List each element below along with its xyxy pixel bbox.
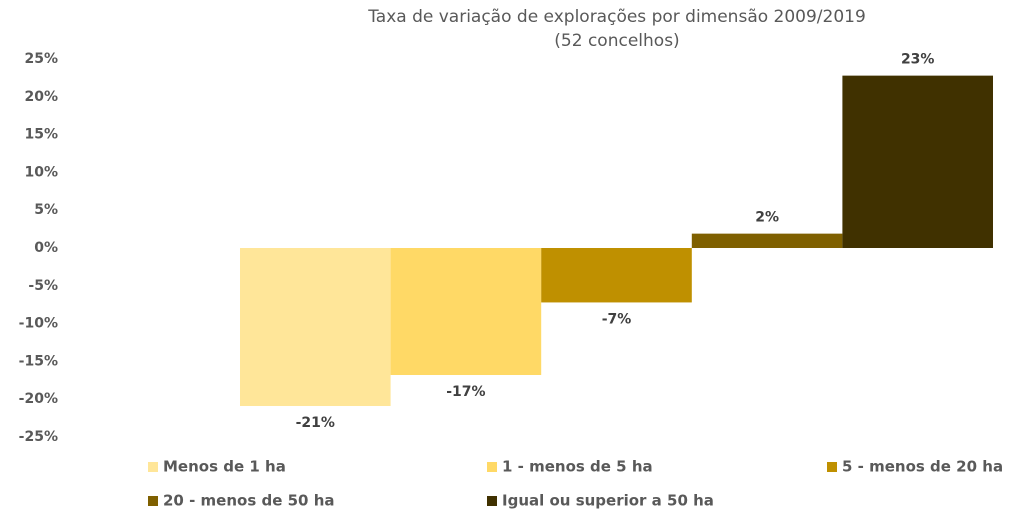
legend-swatch <box>148 496 158 506</box>
y-tick-label: 20% <box>24 89 58 105</box>
legend-swatch <box>487 496 497 506</box>
y-tick-label: -15% <box>19 353 58 369</box>
y-tick-label: -20% <box>19 391 58 407</box>
chart-subtitle: (52 concelhos) <box>554 31 679 51</box>
y-tick-label: -5% <box>28 278 58 294</box>
data-label: 2% <box>755 210 779 226</box>
legend-label: Menos de 1 ha <box>163 458 286 476</box>
bar <box>240 248 391 407</box>
y-tick-label: 0% <box>34 240 58 256</box>
y-tick-label: 10% <box>24 164 58 180</box>
data-label: -7% <box>602 311 632 327</box>
chart-title: Taxa de variação de explorações por dime… <box>367 7 866 27</box>
legend-label: 5 - menos de 20 ha <box>842 458 1003 476</box>
legend-label: Igual ou superior a 50 ha <box>502 492 714 510</box>
legend-swatch <box>827 462 837 472</box>
legend-swatch <box>487 462 497 472</box>
bar <box>842 75 993 248</box>
bar <box>390 248 542 376</box>
legend-swatch <box>148 462 158 472</box>
y-tick-label: -10% <box>19 316 58 332</box>
data-label: -17% <box>446 384 485 400</box>
data-label: -21% <box>296 415 335 431</box>
y-tick-label: 25% <box>24 51 58 67</box>
y-tick-label: -25% <box>19 429 58 445</box>
data-label: 23% <box>901 52 935 68</box>
y-tick-label: 5% <box>34 202 58 218</box>
bar <box>691 233 843 248</box>
bar <box>541 248 692 303</box>
y-tick-label: 15% <box>24 127 58 143</box>
legend-label: 20 - menos de 50 ha <box>163 492 335 510</box>
legend-label: 1 - menos de 5 ha <box>502 458 653 476</box>
